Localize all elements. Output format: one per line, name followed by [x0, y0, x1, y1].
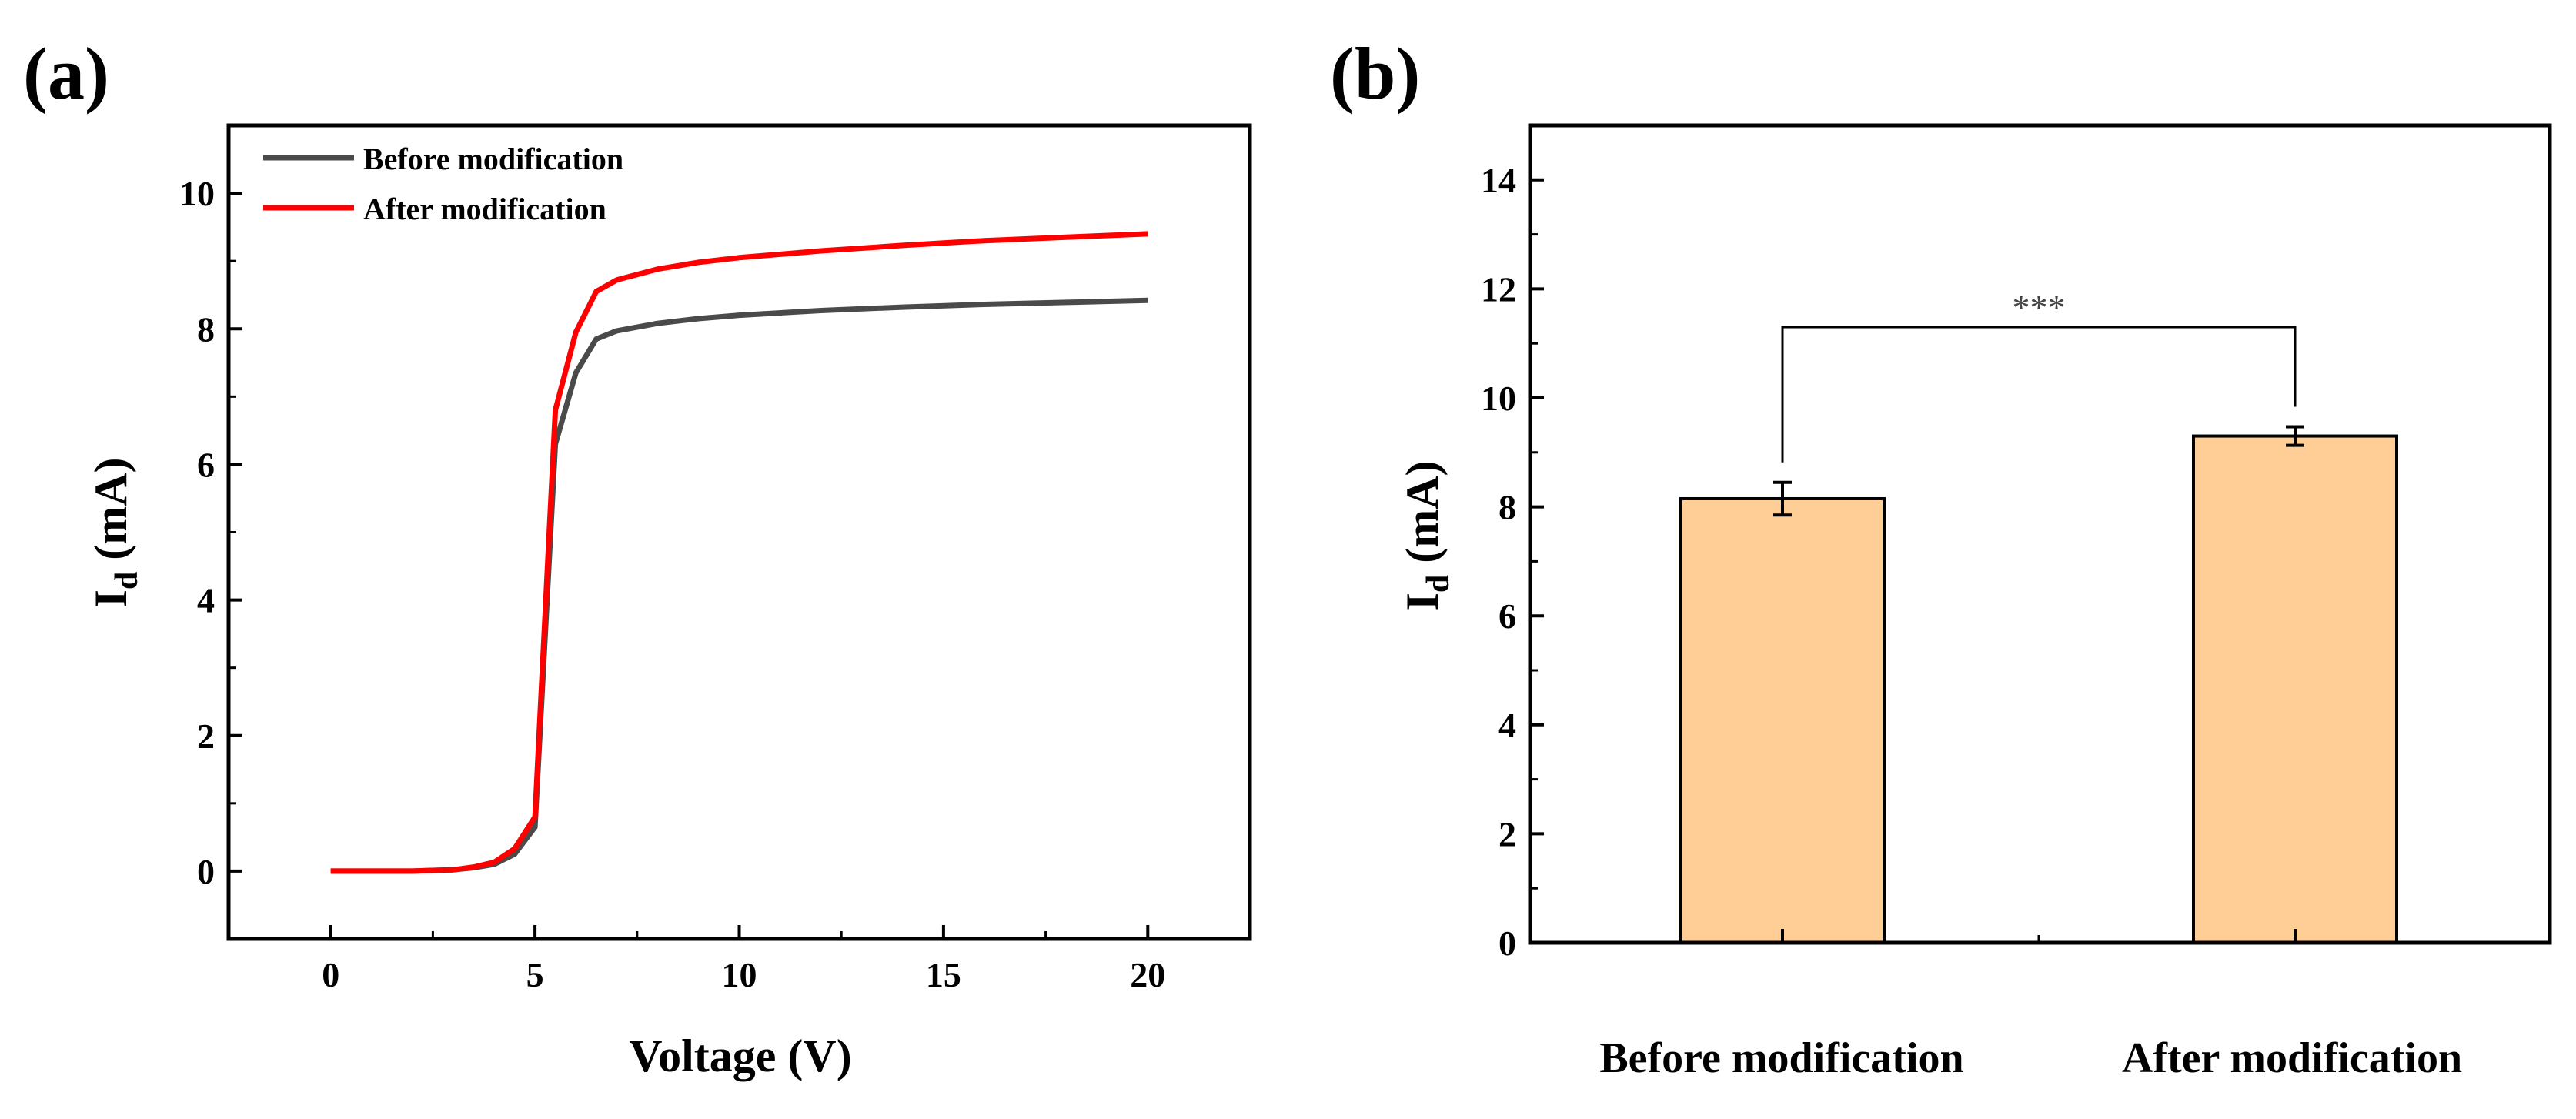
y-tick-label: 8	[197, 309, 215, 349]
category-label-after: After modification	[2122, 1034, 2462, 1082]
x-tick-label: 5	[526, 955, 544, 994]
bar-before	[1679, 496, 1886, 944]
y-tick-label: 12	[1481, 269, 1516, 309]
panel-b-y-axis-title-main: I	[1397, 593, 1448, 610]
series-line-before	[330, 297, 1148, 874]
panel-b-significance: ***	[1781, 288, 2297, 463]
panel-b-y-axis-title: Id (mA)	[1397, 461, 1456, 611]
panel-a-y-axis-title-sub: d	[109, 572, 145, 590]
legend-label-before: Before modification	[363, 142, 623, 176]
y-tick-label: 4	[197, 581, 215, 620]
panel-b-label: (b)	[1330, 32, 1420, 115]
panel-a-legend: Before modification After modification	[263, 142, 623, 226]
panel-a-ticks: 0 5 10 15 20 0 2 4 6 8 10	[179, 124, 1251, 994]
panel-a-plot-frame	[226, 123, 1252, 941]
y-tick-label: 14	[1481, 161, 1516, 200]
panel-b-ticks: 0 2 4 6 8 10 12 14	[1481, 161, 2297, 963]
panel-a-x-axis-title: Voltage (V)	[629, 1030, 851, 1081]
bar-after	[2192, 434, 2398, 944]
panel-b-y-axis-title-sub: d	[1421, 575, 1456, 593]
legend-label-after: After modification	[363, 192, 606, 226]
y-tick-label: 6	[1498, 596, 1516, 636]
y-tick-label: 0	[197, 852, 215, 891]
panel-a-y-axis-title-unit: (mA)	[85, 458, 136, 572]
y-tick-label: 2	[1498, 814, 1516, 853]
y-tick-label: 2	[197, 716, 215, 756]
panel-a-series	[330, 231, 1148, 874]
y-tick-label: 10	[179, 174, 215, 213]
x-tick-label: 10	[722, 955, 757, 994]
series-line-after	[330, 231, 1148, 874]
panel-a-label: (a)	[23, 32, 109, 115]
panel-b-bars	[1679, 425, 2398, 944]
y-tick-label: 0	[1498, 924, 1516, 963]
x-tick-label: 15	[926, 955, 961, 994]
y-tick-label: 4	[1498, 706, 1516, 745]
y-tick-label: 6	[197, 445, 215, 484]
significance-label: ***	[2013, 288, 2066, 327]
y-tick-label: 8	[1498, 488, 1516, 527]
significance-bracket	[1781, 326, 2297, 463]
panel-a-y-axis-title-main: I	[85, 590, 136, 607]
panel-a-y-axis-title: Id (mA)	[85, 458, 145, 608]
x-tick-label: 20	[1130, 955, 1165, 994]
category-label-before: Before modification	[1599, 1034, 1963, 1082]
panel-b-y-axis-title-unit: (mA)	[1397, 461, 1448, 575]
y-tick-label: 10	[1481, 379, 1516, 418]
x-tick-label: 0	[322, 955, 339, 994]
